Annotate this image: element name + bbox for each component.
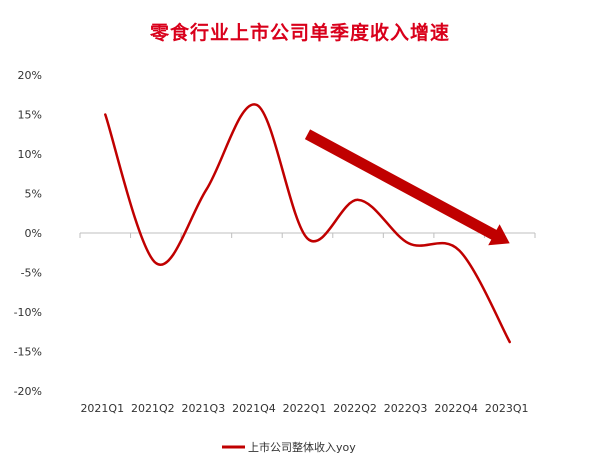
- y-tick-label: 5%: [25, 188, 42, 201]
- x-tick-label: 2021Q3: [182, 402, 226, 415]
- x-tick-label: 2022Q3: [384, 402, 428, 415]
- x-axis-ticks: 2021Q1 2021Q2 2021Q3 2021Q4 2022Q1 2022Q2 2022…: [80, 402, 528, 415]
- y-tick-label: 10%: [18, 148, 42, 161]
- y-tick-label: 15%: [18, 109, 42, 122]
- x-tick-label: 2021Q4: [232, 402, 276, 415]
- trend-arrow: [304, 129, 510, 246]
- x-tick-label: 2021Q2: [131, 402, 175, 415]
- y-tick-label: -10%: [14, 306, 42, 319]
- y-tick-label: -15%: [14, 346, 42, 359]
- y-tick-label: 20%: [18, 69, 42, 82]
- y-axis-ticks: 20% 15% 10% 5% 0% -5% -10% -15% -20%: [14, 69, 42, 398]
- chart-title: 零食行业上市公司单季度收入增速: [149, 22, 450, 44]
- x-tick-label: 2022Q1: [283, 402, 327, 415]
- x-tick-label: 2022Q4: [434, 402, 478, 415]
- legend: 上市公司整体收入yoy: [222, 440, 356, 454]
- x-tick-label: 2022Q2: [333, 402, 377, 415]
- y-tick-label: 0%: [25, 227, 42, 240]
- series-line-0: [104, 103, 511, 344]
- series-layer: [104, 103, 511, 344]
- annotation-layer: [304, 129, 510, 246]
- y-tick-label: -5%: [21, 267, 42, 280]
- x-tick-label: 2023Q1: [485, 402, 529, 415]
- x-tick-label: 2021Q1: [80, 402, 124, 415]
- legend-label: 上市公司整体收入yoy: [248, 440, 356, 454]
- y-tick-label: -20%: [14, 385, 42, 398]
